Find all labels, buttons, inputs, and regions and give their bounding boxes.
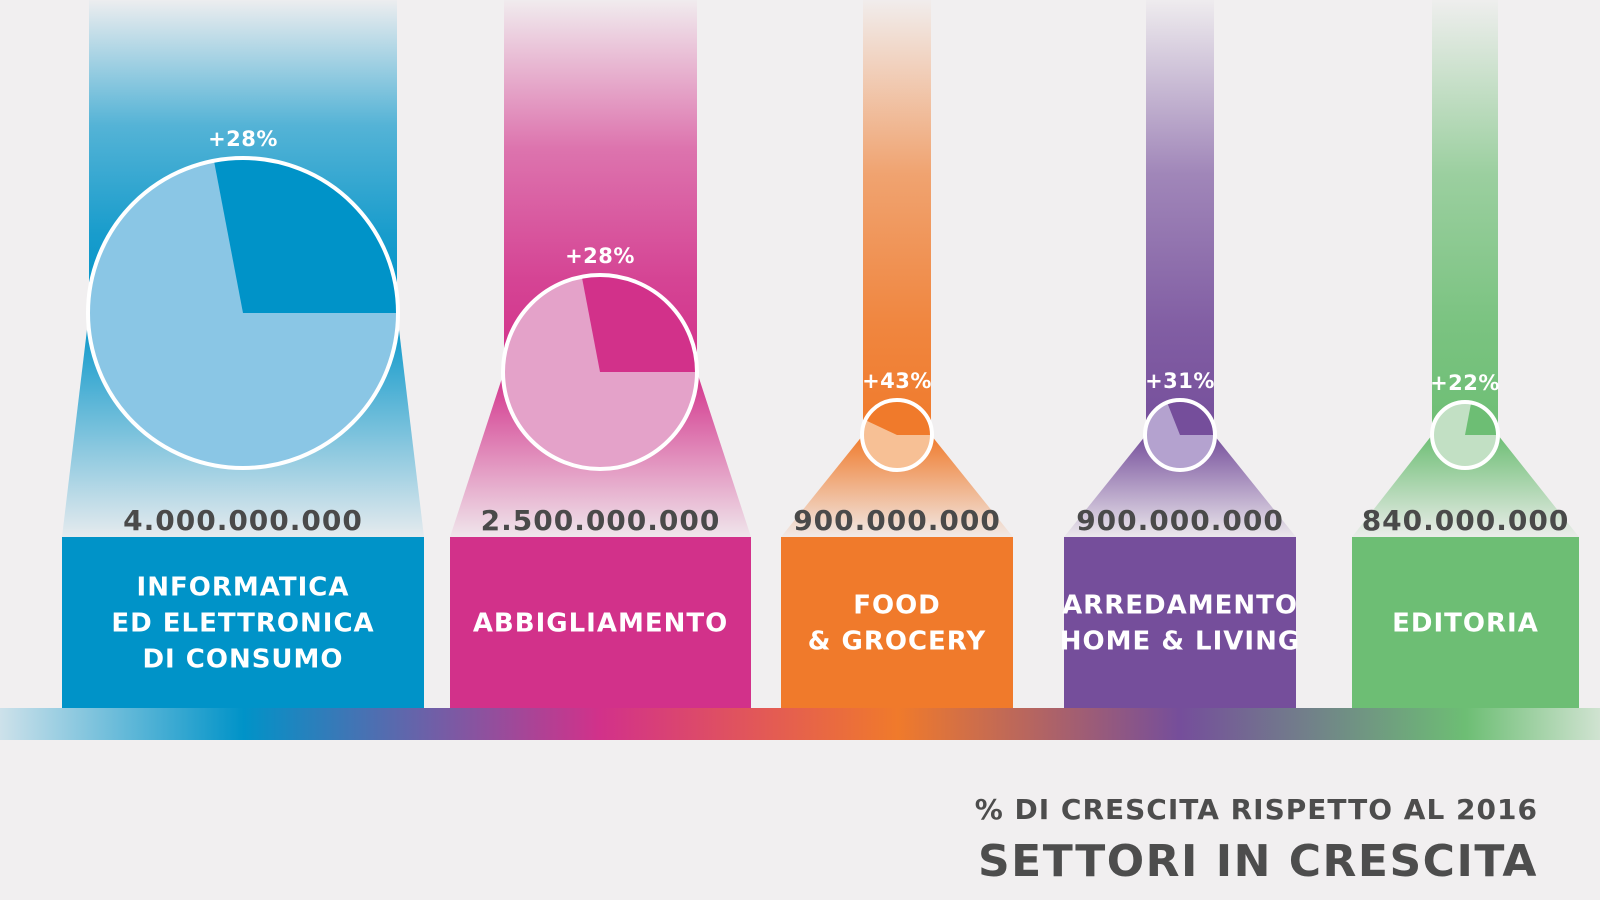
sector-beam <box>1432 0 1498 435</box>
growth-label: +22% <box>1430 371 1500 395</box>
chart-subtitle: % DI CRESCITA RISPETTO AL 2016 <box>974 793 1538 826</box>
chart-title: SETTORI IN CRESCITA <box>977 836 1538 887</box>
sector-label-box <box>781 537 1013 708</box>
pie-outline <box>860 398 934 472</box>
sector-name-line: & GROCERY <box>808 627 987 657</box>
pie-growth-slice <box>581 275 697 372</box>
sector-name-line: DI CONSUMO <box>142 645 343 675</box>
growth-label: +43% <box>862 369 932 393</box>
sector-label-box <box>450 537 751 708</box>
sector-label-box <box>62 537 424 708</box>
sector-3: +43% 900.000.000 FOOD & GROCERY <box>781 0 1013 708</box>
sector-name-line: ABBIGLIAMENTO <box>473 609 728 639</box>
sector-1: +28% 4.000.000.000 INFORMATICA ED ELETTRONI… <box>62 0 424 708</box>
growth-label: +31% <box>1145 369 1215 393</box>
pie-outline <box>501 273 699 471</box>
pie-growth-slice <box>1465 402 1498 435</box>
sector-value: 840.000.000 <box>1362 504 1570 537</box>
sector-4: +31% 900.000.000 ARREDAMENTO HOME & LIVING <box>1060 0 1300 708</box>
sector-beam <box>863 0 931 435</box>
growth-label: +28% <box>208 127 278 151</box>
sector-funnel <box>1352 435 1579 537</box>
sector-funnel <box>1064 435 1296 537</box>
sector-beam <box>1146 0 1214 435</box>
growth-label: +28% <box>565 244 635 268</box>
sector-value: 4.000.000.000 <box>123 504 363 537</box>
sector-value: 2.500.000.000 <box>481 504 721 537</box>
sector-label-box <box>1352 537 1579 708</box>
pie-outline <box>1430 400 1500 470</box>
sector-funnel <box>781 435 1013 537</box>
sector-label-box <box>1064 537 1296 708</box>
pie-growth-slice <box>213 158 398 313</box>
pie-growth-slice <box>865 400 932 435</box>
sector-name-line: EDITORIA <box>1392 609 1539 639</box>
sector-2: +28% 2.500.000.000 ABBIGLIAMENTO <box>450 0 751 708</box>
sector-name-line: INFORMATICA <box>137 573 350 603</box>
sector-name-line: ED ELETTRONICA <box>111 609 374 639</box>
sector-name-line: HOME & LIVING <box>1060 627 1300 657</box>
sector-value: 900.000.000 <box>793 504 1001 537</box>
sector-5: +22% 840.000.000 EDITORIA <box>1352 0 1579 708</box>
sector-name-line: FOOD <box>853 591 941 621</box>
sector-name-line: ARREDAMENTO <box>1062 591 1298 621</box>
pie-outline <box>86 156 400 470</box>
sector-value: 900.000.000 <box>1076 504 1284 537</box>
pie-outline <box>1143 398 1217 472</box>
spectrum-bar <box>0 708 1600 740</box>
